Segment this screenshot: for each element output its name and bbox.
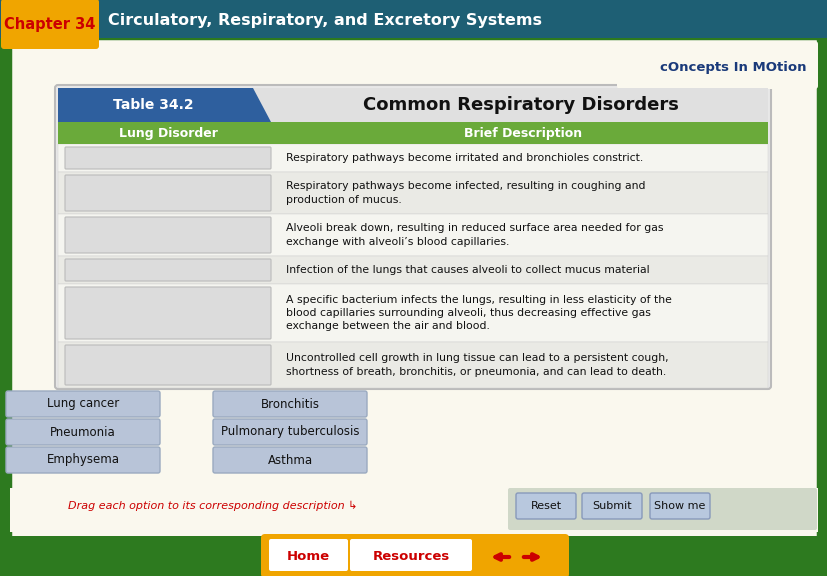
Text: Bronchitis: Bronchitis xyxy=(261,397,319,411)
FancyBboxPatch shape xyxy=(65,175,270,211)
FancyBboxPatch shape xyxy=(65,147,270,169)
FancyBboxPatch shape xyxy=(269,539,347,571)
FancyBboxPatch shape xyxy=(6,391,160,417)
Text: Pulmonary tuberculosis: Pulmonary tuberculosis xyxy=(221,426,359,438)
Text: Infection of the lungs that causes alveoli to collect mucus material: Infection of the lungs that causes alveo… xyxy=(285,265,649,275)
Text: Show me: Show me xyxy=(653,501,705,511)
FancyBboxPatch shape xyxy=(58,342,767,388)
FancyBboxPatch shape xyxy=(261,534,568,576)
Text: A specific bacterium infects the lungs, resulting in less elasticity of the
bloo: A specific bacterium infects the lungs, … xyxy=(285,295,671,331)
FancyBboxPatch shape xyxy=(58,122,278,144)
FancyBboxPatch shape xyxy=(10,38,817,568)
FancyBboxPatch shape xyxy=(58,172,767,214)
FancyBboxPatch shape xyxy=(581,493,641,519)
FancyBboxPatch shape xyxy=(278,122,767,144)
FancyBboxPatch shape xyxy=(55,85,770,389)
Text: Uncontrolled cell growth in lung tissue can lead to a persistent cough,
shortnes: Uncontrolled cell growth in lung tissue … xyxy=(285,354,668,377)
FancyBboxPatch shape xyxy=(65,287,270,339)
FancyBboxPatch shape xyxy=(10,488,817,532)
Text: cOncepts In MOtion: cOncepts In MOtion xyxy=(660,60,806,74)
FancyBboxPatch shape xyxy=(0,536,827,576)
Text: Resources: Resources xyxy=(372,551,449,563)
FancyBboxPatch shape xyxy=(616,41,817,89)
FancyBboxPatch shape xyxy=(6,447,160,473)
Text: Drag each option to its corresponding description ↳: Drag each option to its corresponding de… xyxy=(68,501,357,511)
FancyBboxPatch shape xyxy=(58,88,767,122)
Text: Lung Disorder: Lung Disorder xyxy=(118,127,218,139)
Text: Lung cancer: Lung cancer xyxy=(47,397,119,411)
FancyBboxPatch shape xyxy=(0,0,827,38)
Text: Respiratory pathways become irritated and bronchioles constrict.: Respiratory pathways become irritated an… xyxy=(285,153,643,163)
FancyBboxPatch shape xyxy=(350,539,471,571)
Text: Submit: Submit xyxy=(591,501,631,511)
FancyBboxPatch shape xyxy=(515,493,576,519)
FancyBboxPatch shape xyxy=(6,419,160,445)
FancyBboxPatch shape xyxy=(65,217,270,253)
Text: Emphysema: Emphysema xyxy=(46,453,119,467)
FancyBboxPatch shape xyxy=(213,419,366,445)
Text: Table 34.2: Table 34.2 xyxy=(112,98,193,112)
FancyBboxPatch shape xyxy=(65,259,270,281)
FancyBboxPatch shape xyxy=(58,144,767,172)
Text: Circulatory, Respiratory, and Excretory Systems: Circulatory, Respiratory, and Excretory … xyxy=(108,13,542,28)
FancyBboxPatch shape xyxy=(213,447,366,473)
Text: Brief Description: Brief Description xyxy=(463,127,581,139)
Text: Chapter 34: Chapter 34 xyxy=(4,17,96,32)
Text: Pneumonia: Pneumonia xyxy=(50,426,116,438)
Text: Respiratory pathways become infected, resulting in coughing and
production of mu: Respiratory pathways become infected, re… xyxy=(285,181,645,204)
FancyBboxPatch shape xyxy=(58,284,767,342)
FancyBboxPatch shape xyxy=(1,0,99,49)
FancyBboxPatch shape xyxy=(213,391,366,417)
Text: Home: Home xyxy=(286,551,329,563)
FancyBboxPatch shape xyxy=(65,345,270,385)
Text: Common Respiratory Disorders: Common Respiratory Disorders xyxy=(362,96,677,114)
FancyBboxPatch shape xyxy=(58,256,767,284)
Text: Reset: Reset xyxy=(530,501,561,511)
Polygon shape xyxy=(58,88,270,122)
Text: Alveoli break down, resulting in reduced surface area needed for gas
exchange wi: Alveoli break down, resulting in reduced… xyxy=(285,223,662,247)
FancyBboxPatch shape xyxy=(58,214,767,256)
FancyBboxPatch shape xyxy=(649,493,709,519)
Text: Asthma: Asthma xyxy=(267,453,312,467)
FancyBboxPatch shape xyxy=(508,488,816,530)
